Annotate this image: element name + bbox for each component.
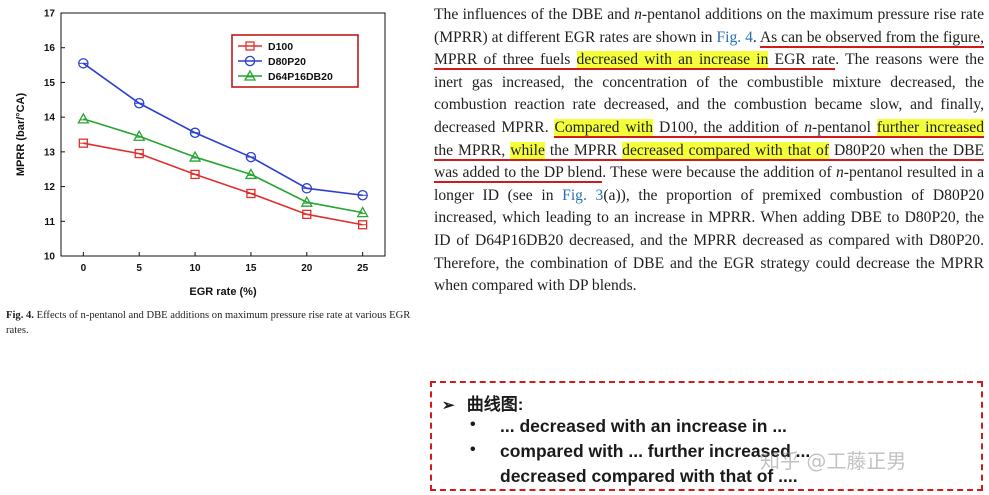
series-line-d64p16db20 <box>83 118 363 214</box>
highlighted-phrase: decreased with an increase in <box>576 51 769 71</box>
text-run: . The reasons were the inert gas increas… <box>434 51 984 136</box>
text-run: The influences of the DBE and <box>434 6 635 23</box>
note-text: decreased compared with that of .... <box>500 466 798 486</box>
highlighted-phrase: while <box>510 141 545 161</box>
underlined-text: As can be observed from the figure, MPRR… <box>434 28 985 71</box>
x-tick-label: 5 <box>136 263 142 274</box>
series-line-d80p20 <box>82 62 363 197</box>
note-item: decreased compared with that of .... <box>500 466 798 487</box>
figure-3-link[interactable]: Fig. 3 <box>562 186 604 204</box>
x-tick-label: 25 <box>357 263 369 274</box>
highlighted-phrase: Compared with <box>554 118 654 138</box>
bullet-icon: • <box>470 416 476 433</box>
figure-caption: Fig. 4. Effects of n-pentanol and DBE ad… <box>6 308 418 338</box>
legend-swatch-marker <box>243 69 257 81</box>
plot-frame <box>60 12 386 257</box>
watermark: 知乎 @工藤正男 <box>760 449 907 473</box>
underlined-text: EGR rate <box>768 51 836 71</box>
paper-paragraph: The influences of the DBE and n-pentanol… <box>434 4 985 298</box>
chart-svg: 10 11 12 13 14 15 16 17 0 5 10 15 20 25 EGR rate (%) MP… <box>15 9 386 298</box>
figure-4-link[interactable]: Fig. 4 <box>716 28 753 46</box>
y-tick-label: 10 <box>44 252 56 263</box>
legend-label: D64P16DB20 <box>268 71 333 83</box>
underlined-text: -pentanol <box>812 118 877 138</box>
data-point-d64p16db20 <box>356 206 369 218</box>
legend-label: D80P20 <box>268 56 306 68</box>
text-run-italic: n <box>835 164 844 182</box>
notes-box: ➢ 曲线图: • ... decreased with an increase … <box>430 381 983 491</box>
x-tick-label: 15 <box>245 263 257 274</box>
x-tick-label: 10 <box>190 263 202 274</box>
notes-title-row: ➢ 曲线图: <box>442 390 523 415</box>
note-text: compared with ... further increased ... <box>500 441 811 461</box>
text-run: -pentanol additions on the maximum press… <box>434 6 984 46</box>
note-text: ... decreased with an increase in ... <box>500 416 787 436</box>
y-tick-label: 16 <box>44 43 56 54</box>
data-point-d64p16db20 <box>188 150 202 162</box>
text-run: . These were because the addition of <box>602 164 836 182</box>
y-tick-label: 15 <box>44 78 56 89</box>
text-run: (a)), the proportion of premixed combust… <box>434 186 985 295</box>
bullet-icon: • <box>470 441 476 458</box>
data-point-d64p16db20 <box>133 129 146 141</box>
mprr-line-chart: 10 11 12 13 14 15 16 17 0 5 10 15 20 25 EGR rate (%) MP… <box>0 0 420 300</box>
y-axis-label: MPRR (bar/°CA) <box>15 93 27 177</box>
data-point-d64p16db20 <box>244 168 258 180</box>
text-run: -pentanol resulted in a longer ID (see i… <box>434 164 984 204</box>
data-point-d64p16db20 <box>300 195 313 207</box>
underlined-text-italic: n <box>804 118 813 138</box>
arrow-bullet-icon: ➢ <box>442 397 455 414</box>
y-tick-label: 14 <box>44 113 56 124</box>
data-point-d64p16db20 <box>77 112 90 124</box>
y-tick-label: 11 <box>44 217 55 228</box>
x-axis-label: EGR rate (%) <box>189 286 257 298</box>
note-item: • compared with ... further increased ..… <box>470 441 811 462</box>
underlined-text: the MPRR <box>544 141 623 161</box>
y-tick-label: 12 <box>44 182 56 193</box>
x-tick-label: 0 <box>81 263 87 274</box>
text-run: . <box>752 28 760 46</box>
x-tick-label: 20 <box>301 263 313 274</box>
legend-label: D100 <box>268 41 293 53</box>
underlined-text: D100, the addition of <box>653 118 805 138</box>
series-line-d100 <box>83 142 363 226</box>
caption-text: Effects of n-pentanol and DBE additions … <box>6 310 411 336</box>
notes-title: 曲线图: <box>466 395 524 414</box>
highlighted-phrase: decreased compared with that of <box>622 141 830 161</box>
y-tick-label: 13 <box>44 147 56 158</box>
underlined-text: D80P20 when the DBE was added to the DP … <box>434 141 985 184</box>
caption-label: Fig. 4. <box>6 310 34 321</box>
text-run-italic: n <box>634 6 642 23</box>
y-tick-label: 17 <box>44 9 56 20</box>
note-item: • ... decreased with an increase in ... <box>470 416 787 437</box>
highlighted-phrase: further increased <box>876 118 984 138</box>
underlined-text: the MPRR, <box>434 141 511 161</box>
